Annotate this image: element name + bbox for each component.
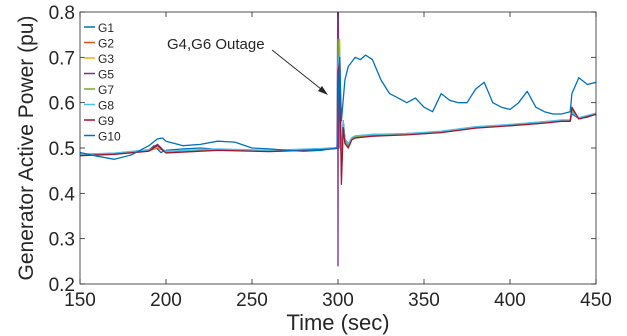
y-tick-label: 0.7 [49, 48, 75, 69]
x-axis-label: Time (sec) [286, 310, 389, 335]
series-line-g10 [80, 54, 596, 160]
legend-label-g8: G8 [98, 99, 114, 113]
x-tick-label: 150 [64, 290, 96, 311]
series-line-g8 [80, 52, 596, 167]
x-tick-label: 200 [150, 290, 182, 311]
legend-label-g3: G3 [98, 52, 114, 66]
legend-label-g7: G7 [98, 83, 114, 97]
x-tick-label: 300 [322, 290, 354, 311]
annotation-label: G4,G6 Outage [167, 36, 265, 53]
y-tick-label: 0.6 [49, 94, 75, 115]
legend-label-g9: G9 [98, 114, 114, 128]
plot-area [80, 12, 596, 267]
y-axis-label: Generator Active Power (pu) [15, 16, 38, 281]
x-tick-label: 400 [494, 290, 526, 311]
x-tick-label: 450 [580, 290, 612, 311]
series-line-g9 [80, 61, 596, 185]
legend-label-g1: G1 [98, 21, 114, 35]
annotation-arrow-head [318, 86, 328, 95]
x-axis-ticks: 150 200 250 300 350 400 450 [64, 12, 612, 311]
annotation-arrow [271, 49, 327, 94]
legend-label-g10: G10 [98, 130, 121, 144]
y-tick-label: 0.2 [49, 275, 75, 296]
x-tick-label: 350 [408, 290, 440, 311]
y-axis-ticks: 0.2 0.3 0.4 0.5 0.6 0.7 0.8 [49, 3, 596, 296]
y-tick-label: 0.8 [49, 3, 75, 24]
y-tick-label: 0.3 [49, 230, 75, 251]
legend-label-g5: G5 [98, 68, 114, 82]
y-tick-label: 0.4 [49, 184, 76, 205]
legend-label-g2: G2 [98, 37, 114, 51]
series-layer [80, 12, 596, 267]
y-tick-label: 0.5 [49, 139, 75, 160]
x-tick-label: 250 [236, 290, 268, 311]
